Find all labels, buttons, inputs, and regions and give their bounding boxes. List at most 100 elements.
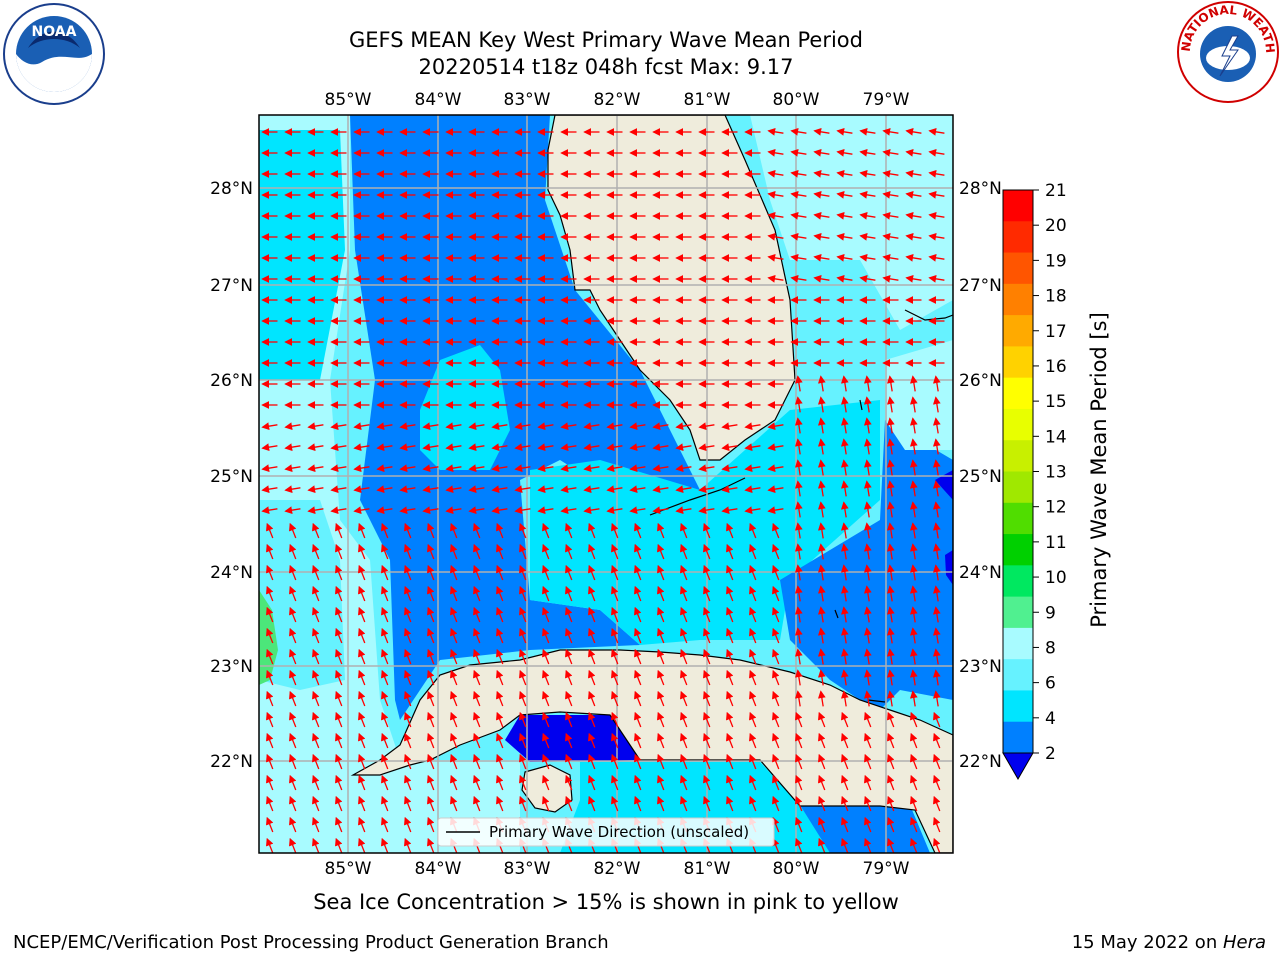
wave-arrow — [404, 585, 412, 602]
wave-arrow — [266, 753, 274, 770]
wave-arrow — [886, 669, 895, 686]
wave-arrow — [840, 522, 849, 539]
wave-arrow — [450, 543, 458, 560]
lat-label-left: 28°N — [210, 179, 253, 199]
wave-arrow — [611, 669, 619, 686]
wave-arrow — [726, 774, 734, 791]
wave-arrow — [358, 690, 366, 707]
wave-arrow — [882, 232, 899, 241]
wave-arrow — [353, 422, 370, 431]
wave-arrow — [445, 443, 462, 452]
lon-label-top: 83°W — [504, 90, 551, 110]
lon-label-top: 85°W — [325, 90, 372, 110]
wave-arrow — [703, 774, 711, 791]
wave-arrow — [928, 232, 945, 241]
wave-arrow — [404, 816, 412, 833]
wave-arrow — [726, 795, 734, 812]
colorbar-tick-label: 13 — [1045, 463, 1067, 483]
footer-host: Hera — [1222, 932, 1266, 953]
wave-arrow — [772, 564, 780, 581]
wave-arrow — [726, 753, 734, 770]
wave-arrow — [840, 627, 849, 644]
wave-arrow — [864, 732, 872, 749]
wave-arrow — [863, 648, 872, 665]
wave-arrow — [588, 627, 596, 644]
nws-logo-icon: NATIONAL WEATHER SERVICE — [1176, 0, 1279, 103]
wave-arrow — [289, 711, 297, 728]
wave-arrow — [928, 127, 945, 136]
colorbar-underflow-triangle — [1002, 752, 1034, 781]
wave-arrow — [864, 795, 872, 812]
wave-arrow — [749, 522, 757, 539]
wave-arrow — [519, 690, 527, 707]
wave-arrow — [542, 732, 550, 749]
wave-arrow — [404, 711, 412, 728]
wave-arrow — [335, 732, 343, 749]
wave-arrow — [864, 711, 872, 728]
wave-arrow — [496, 564, 504, 581]
wave-arrow — [491, 422, 508, 431]
wave-arrow — [519, 648, 527, 665]
wave-arrow — [836, 253, 853, 262]
wave-arrow — [284, 464, 301, 473]
wave-arrow — [565, 753, 573, 770]
map-title-line2: 20220514 t18z 048h fcst Max: 9.17 — [418, 55, 794, 79]
wave-arrow — [887, 795, 895, 812]
wave-arrow — [307, 464, 324, 473]
colorbar-segment — [1003, 565, 1033, 598]
wave-arrow — [909, 564, 918, 581]
wave-arrow — [863, 375, 872, 392]
wave-arrow — [840, 606, 849, 623]
wave-arrow — [794, 606, 803, 623]
wave-arrow — [744, 485, 761, 494]
wave-arrow — [473, 648, 481, 665]
wave-arrow — [450, 711, 458, 728]
wave-arrow — [491, 485, 508, 494]
wave-arrow — [744, 422, 761, 431]
wave-arrow — [910, 795, 918, 812]
wave-arrow — [794, 627, 803, 644]
lon-label-top: 81°W — [684, 90, 731, 110]
wave-arrow — [560, 422, 577, 431]
wave-arrow — [427, 816, 435, 833]
wave-arrow — [634, 627, 642, 644]
wave-arrow — [335, 837, 343, 853]
wave-arrow — [817, 669, 826, 686]
wave-arrow — [289, 585, 297, 602]
wave-arrow — [813, 274, 830, 283]
wave-arrow — [886, 501, 895, 518]
colorbar-tick-label: 2 — [1045, 744, 1056, 764]
wave-arrow — [312, 543, 320, 560]
land-cuba — [350, 649, 953, 853]
wave-arrow — [721, 464, 738, 473]
wave-arrow — [542, 522, 550, 539]
wave-arrow — [261, 506, 278, 515]
wave-arrow — [588, 648, 596, 665]
wave-arrow — [749, 774, 757, 791]
wave-arrow — [312, 564, 320, 581]
colorbar-segment — [1003, 221, 1033, 254]
wave-arrow — [886, 396, 895, 413]
lon-label-top: 80°W — [773, 90, 820, 110]
wave-arrow — [794, 522, 803, 539]
wave-arrow — [887, 753, 895, 770]
wave-arrow — [726, 522, 734, 539]
wave-arrow — [542, 711, 550, 728]
wave-arrow — [358, 585, 366, 602]
wave-arrow — [795, 711, 803, 728]
wave-arrow — [358, 774, 366, 791]
wave-arrow — [450, 795, 458, 812]
wave-arrow — [703, 564, 711, 581]
wave-arrow — [795, 732, 803, 749]
wave-arrow — [289, 690, 297, 707]
wave-arrow — [703, 753, 711, 770]
wave-arrow — [863, 564, 872, 581]
wave-arrow — [445, 485, 462, 494]
wave-arrow — [473, 690, 481, 707]
wave-arrow — [726, 585, 734, 602]
lat-label-left: 27°N — [210, 276, 253, 296]
colorbar-tick-label: 15 — [1045, 392, 1067, 412]
wave-arrow — [703, 627, 711, 644]
wave-arrow — [680, 774, 688, 791]
colorbar-tick-label: 16 — [1045, 357, 1067, 377]
